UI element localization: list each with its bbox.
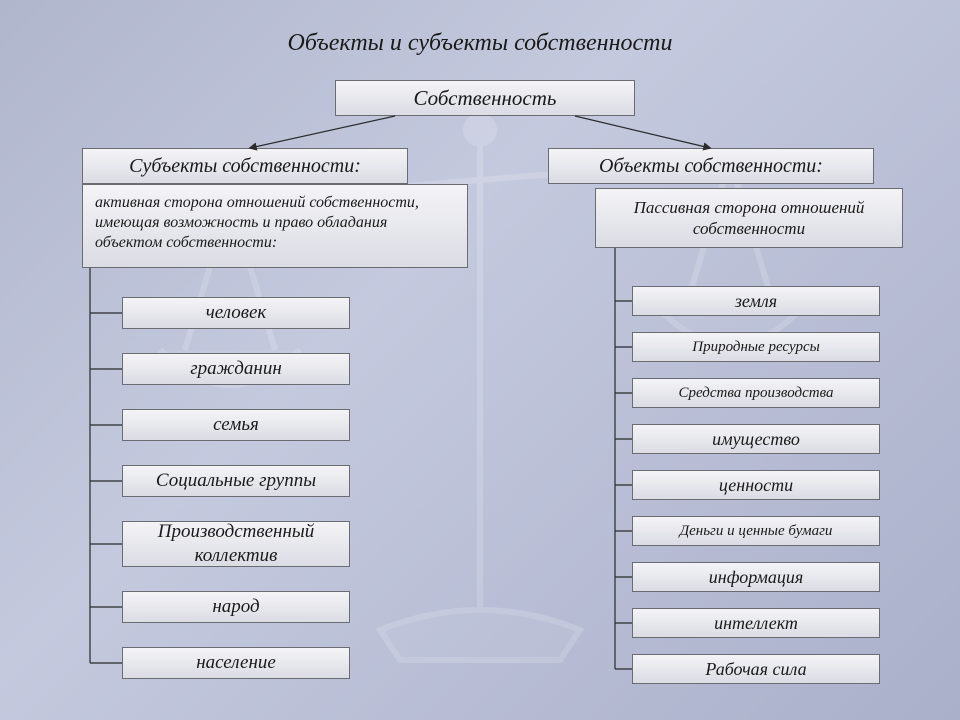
right-item: имущество — [632, 424, 880, 454]
right-branch-header: Объекты собственности: — [548, 148, 874, 184]
left-item: семья — [122, 409, 350, 441]
left-branch-header: Субъекты собственности: — [82, 148, 408, 184]
right-item: Средства производства — [632, 378, 880, 408]
diagram-title: Объекты и субъекты собственности — [0, 30, 960, 57]
right-item: Рабочая сила — [632, 654, 880, 684]
left-item: народ — [122, 591, 350, 623]
right-item: Деньги и ценные бумаги — [632, 516, 880, 546]
left-item: гражданин — [122, 353, 350, 385]
right-item: земля — [632, 286, 880, 316]
left-item: Производственный коллектив — [122, 521, 350, 567]
left-item: население — [122, 647, 350, 679]
right-item: ценности — [632, 470, 880, 500]
root-node: Собственность — [335, 80, 635, 116]
left-branch-description: активная сторона отношений собственности… — [82, 184, 468, 268]
right-item: Природные ресурсы — [632, 332, 880, 362]
right-branch-description: Пассивная сторона отношений собственност… — [595, 188, 903, 248]
left-item: Социальные группы — [122, 465, 350, 497]
left-item: человек — [122, 297, 350, 329]
right-item: информация — [632, 562, 880, 592]
right-item: интеллект — [632, 608, 880, 638]
